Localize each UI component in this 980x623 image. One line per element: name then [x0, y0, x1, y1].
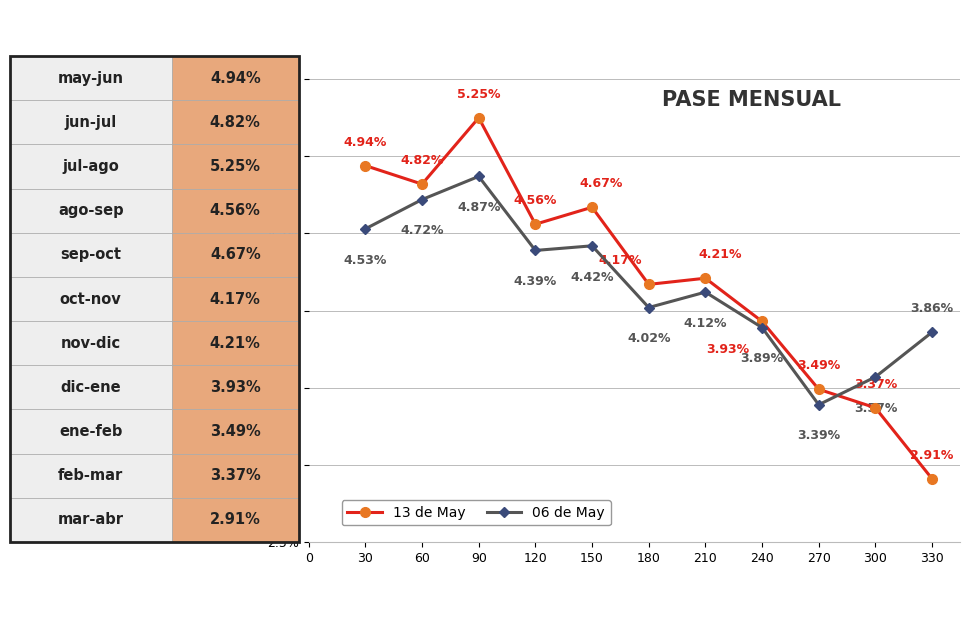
- Text: 5.25%: 5.25%: [457, 88, 501, 101]
- Text: dic-ene: dic-ene: [61, 380, 122, 395]
- Text: feb-mar: feb-mar: [58, 468, 123, 483]
- FancyBboxPatch shape: [172, 145, 299, 189]
- FancyBboxPatch shape: [10, 321, 172, 365]
- Text: 4.21%: 4.21%: [210, 336, 261, 351]
- FancyBboxPatch shape: [172, 233, 299, 277]
- FancyBboxPatch shape: [172, 56, 299, 100]
- Text: 4.53%: 4.53%: [344, 254, 387, 267]
- FancyBboxPatch shape: [10, 189, 172, 233]
- Text: 4.12%: 4.12%: [684, 316, 727, 330]
- Text: jun-jul: jun-jul: [65, 115, 117, 130]
- Text: 3.49%: 3.49%: [797, 359, 841, 373]
- Text: 4.39%: 4.39%: [514, 275, 557, 288]
- FancyBboxPatch shape: [172, 189, 299, 233]
- Text: 4.56%: 4.56%: [514, 194, 557, 207]
- Text: 2.91%: 2.91%: [910, 449, 954, 462]
- Text: 3.49%: 3.49%: [210, 424, 261, 439]
- Text: nov-dic: nov-dic: [61, 336, 121, 351]
- FancyBboxPatch shape: [10, 454, 172, 498]
- Text: 3.57%: 3.57%: [854, 402, 897, 415]
- Text: ago-sep: ago-sep: [58, 203, 123, 218]
- FancyBboxPatch shape: [172, 365, 299, 409]
- Text: 4.21%: 4.21%: [699, 248, 742, 261]
- Text: 4.42%: 4.42%: [570, 270, 613, 283]
- Text: 4.17%: 4.17%: [599, 254, 642, 267]
- Text: 3.37%: 3.37%: [854, 378, 897, 391]
- Legend: 13 de May, 06 de May: 13 de May, 06 de May: [342, 500, 611, 525]
- FancyBboxPatch shape: [172, 321, 299, 365]
- Text: 3.37%: 3.37%: [210, 468, 261, 483]
- Text: 4.94%: 4.94%: [210, 70, 261, 85]
- FancyBboxPatch shape: [10, 233, 172, 277]
- Text: 4.02%: 4.02%: [627, 332, 670, 345]
- Text: 4.82%: 4.82%: [210, 115, 261, 130]
- Text: 3.39%: 3.39%: [797, 429, 840, 442]
- FancyBboxPatch shape: [10, 100, 172, 145]
- Text: 4.56%: 4.56%: [210, 203, 261, 218]
- Text: 4.87%: 4.87%: [457, 201, 501, 214]
- FancyBboxPatch shape: [172, 100, 299, 145]
- Text: 2.91%: 2.91%: [210, 513, 261, 528]
- Text: 3.89%: 3.89%: [741, 352, 784, 365]
- Text: jul-ago: jul-ago: [63, 159, 120, 174]
- Text: 3.93%: 3.93%: [210, 380, 261, 395]
- Text: sep-oct: sep-oct: [60, 247, 122, 262]
- Text: may-jun: may-jun: [58, 70, 123, 85]
- Text: oct-nov: oct-nov: [60, 292, 122, 307]
- FancyBboxPatch shape: [172, 498, 299, 542]
- FancyBboxPatch shape: [10, 365, 172, 409]
- Text: 4.67%: 4.67%: [580, 178, 623, 190]
- Text: ene-feb: ene-feb: [59, 424, 122, 439]
- Text: mar-abr: mar-abr: [58, 513, 123, 528]
- FancyBboxPatch shape: [10, 277, 172, 321]
- Text: PASE MENSUAL: PASE MENSUAL: [662, 90, 842, 110]
- Text: 3.86%: 3.86%: [910, 302, 954, 315]
- Text: 4.72%: 4.72%: [400, 224, 444, 237]
- FancyBboxPatch shape: [10, 145, 172, 189]
- FancyBboxPatch shape: [172, 277, 299, 321]
- FancyBboxPatch shape: [10, 498, 172, 542]
- FancyBboxPatch shape: [10, 56, 172, 100]
- Text: 4.67%: 4.67%: [210, 247, 261, 262]
- FancyBboxPatch shape: [172, 454, 299, 498]
- Text: 5.25%: 5.25%: [210, 159, 261, 174]
- Text: 3.93%: 3.93%: [707, 343, 750, 356]
- FancyBboxPatch shape: [172, 409, 299, 454]
- Text: 4.82%: 4.82%: [401, 154, 444, 167]
- Text: 4.17%: 4.17%: [210, 292, 261, 307]
- Text: 4.94%: 4.94%: [344, 136, 387, 149]
- FancyBboxPatch shape: [10, 409, 172, 454]
